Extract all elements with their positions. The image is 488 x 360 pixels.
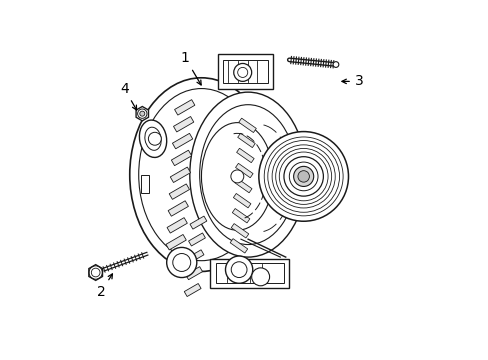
Ellipse shape (129, 78, 273, 271)
Polygon shape (172, 133, 192, 149)
Polygon shape (223, 60, 267, 83)
Polygon shape (210, 259, 289, 288)
Circle shape (284, 157, 323, 196)
Polygon shape (190, 216, 206, 229)
Polygon shape (168, 201, 188, 216)
Polygon shape (173, 117, 193, 132)
Circle shape (166, 247, 196, 278)
Polygon shape (167, 218, 187, 233)
Circle shape (231, 262, 246, 278)
Polygon shape (171, 150, 191, 166)
Polygon shape (235, 163, 253, 178)
Polygon shape (217, 54, 273, 89)
Circle shape (225, 256, 252, 283)
Ellipse shape (139, 120, 166, 157)
Polygon shape (215, 263, 284, 283)
Polygon shape (236, 148, 254, 163)
Circle shape (137, 109, 147, 118)
Ellipse shape (144, 127, 161, 150)
Polygon shape (174, 100, 195, 115)
Ellipse shape (189, 92, 306, 257)
Polygon shape (238, 118, 256, 132)
Circle shape (140, 111, 144, 116)
Polygon shape (188, 233, 205, 246)
Circle shape (233, 63, 251, 81)
Polygon shape (231, 224, 248, 238)
Circle shape (172, 253, 190, 271)
Polygon shape (165, 234, 186, 250)
Ellipse shape (199, 105, 296, 244)
Circle shape (251, 268, 269, 286)
Polygon shape (169, 184, 189, 199)
Polygon shape (232, 208, 249, 223)
Circle shape (258, 132, 348, 221)
Circle shape (293, 166, 313, 186)
Text: 2: 2 (97, 274, 112, 299)
Circle shape (91, 268, 100, 277)
Text: 4: 4 (120, 82, 136, 110)
Polygon shape (184, 284, 201, 297)
Polygon shape (237, 133, 255, 148)
Circle shape (148, 132, 161, 145)
Circle shape (289, 162, 317, 191)
Circle shape (237, 67, 247, 77)
Polygon shape (185, 267, 202, 280)
Ellipse shape (201, 123, 273, 230)
Circle shape (230, 170, 244, 183)
Polygon shape (187, 250, 203, 263)
Polygon shape (136, 107, 148, 121)
Polygon shape (233, 193, 250, 208)
Circle shape (297, 171, 309, 182)
Text: 1: 1 (181, 51, 201, 85)
Polygon shape (234, 179, 251, 193)
Polygon shape (140, 175, 149, 193)
Ellipse shape (139, 89, 264, 261)
Polygon shape (89, 265, 102, 280)
Polygon shape (170, 167, 190, 183)
Text: 3: 3 (341, 75, 363, 89)
Circle shape (332, 62, 338, 67)
Polygon shape (230, 239, 247, 253)
